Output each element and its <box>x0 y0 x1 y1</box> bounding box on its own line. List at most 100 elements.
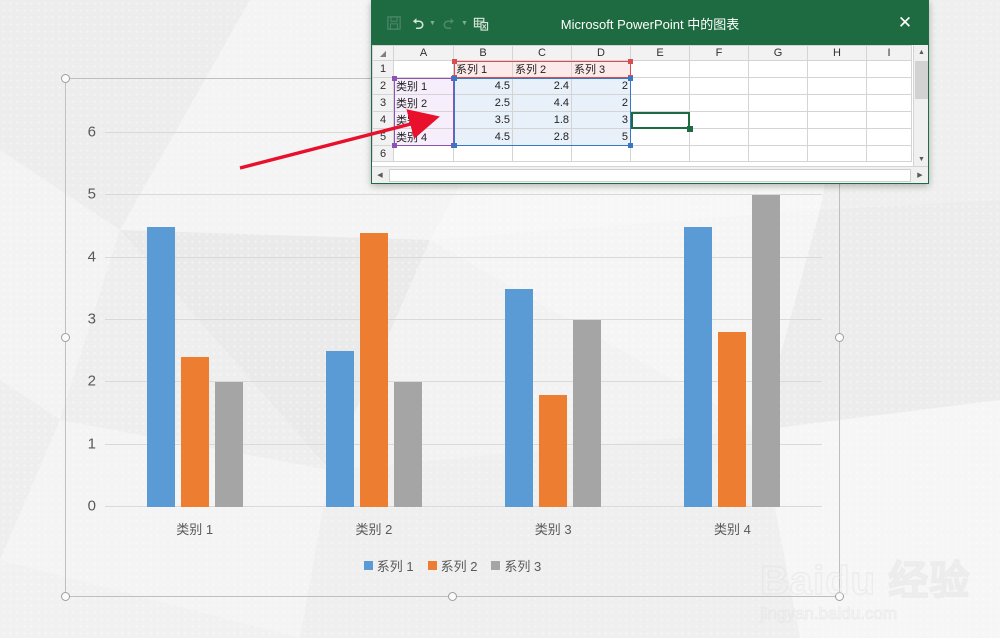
bar[interactable] <box>146 226 175 507</box>
bar[interactable] <box>180 357 209 507</box>
table-cell[interactable] <box>866 111 912 129</box>
table-cell[interactable] <box>807 111 867 129</box>
column-header[interactable]: I <box>866 45 912 61</box>
table-cell[interactable]: 系列 2 <box>512 60 572 78</box>
table-row[interactable]: 4 类别 3 3.5 1.8 3 <box>372 111 912 129</box>
table-row[interactable]: 1 系列 1 系列 2 系列 3 <box>372 60 912 78</box>
column-header[interactable]: B <box>453 45 513 61</box>
table-cell[interactable]: 类别 3 <box>393 111 454 129</box>
table-row[interactable]: 2 类别 1 4.5 2.4 2 <box>372 77 912 95</box>
table-cell[interactable] <box>689 94 749 112</box>
table-cell[interactable]: 3.5 <box>453 111 513 129</box>
table-cell[interactable] <box>689 77 749 95</box>
redo-dropdown-caret-icon[interactable]: ▼ <box>460 19 468 27</box>
table-cell[interactable] <box>689 111 749 129</box>
scroll-up-icon[interactable]: ▲ <box>914 45 928 60</box>
select-all-corner[interactable]: ◢ <box>372 45 394 61</box>
row-header[interactable]: 5 <box>372 128 394 146</box>
table-cell[interactable] <box>630 111 690 129</box>
horizontal-scroll-thumb[interactable] <box>389 168 911 182</box>
bar[interactable] <box>505 288 534 507</box>
bar[interactable] <box>539 394 568 507</box>
table-cell[interactable] <box>512 145 572 162</box>
table-cell[interactable]: 类别 4 <box>393 128 454 146</box>
legend-item[interactable]: 系列 2 <box>427 556 477 575</box>
legend-item[interactable]: 系列 3 <box>491 556 541 575</box>
table-cell[interactable] <box>630 128 690 146</box>
undo-dropdown-caret-icon[interactable]: ▼ <box>429 19 436 27</box>
table-cell[interactable]: 2 <box>571 94 631 112</box>
table-cell[interactable] <box>807 77 867 95</box>
row-header[interactable]: 1 <box>372 60 394 78</box>
close-icon[interactable]: ✕ <box>897 13 913 32</box>
bar[interactable] <box>325 351 354 507</box>
table-cell[interactable] <box>807 128 867 146</box>
bar[interactable] <box>214 382 243 507</box>
table-cell[interactable] <box>689 145 749 162</box>
table-cell[interactable]: 类别 2 <box>393 94 454 112</box>
table-cell[interactable]: 2.4 <box>512 77 572 95</box>
table-cell[interactable]: 4.4 <box>512 94 572 112</box>
resize-handle-top-left[interactable] <box>61 74 70 83</box>
column-header[interactable]: D <box>571 45 631 61</box>
column-header[interactable]: C <box>512 45 572 61</box>
fill-handle[interactable] <box>686 125 693 132</box>
spreadsheet-table[interactable]: ◢ A B C D E F G H I 1 系列 1 系列 2 系列 3 2 类别 1 4.5 2.4 2 3 类别 2… <box>372 45 912 162</box>
column-header[interactable]: E <box>630 45 690 61</box>
table-cell[interactable]: 4.5 <box>453 128 513 146</box>
resize-handle-bottom-left[interactable] <box>61 592 70 601</box>
vertical-scroll-thumb[interactable] <box>915 61 928 99</box>
table-cell[interactable]: 4.5 <box>453 77 513 95</box>
table-cell[interactable] <box>807 94 867 112</box>
bar[interactable] <box>752 195 781 507</box>
table-row[interactable]: 3 类别 2 2.5 4.4 2 <box>372 94 912 112</box>
chart-legend[interactable]: 系列 1 系列 2 系列 3 <box>65 556 840 575</box>
table-cell[interactable]: 类别 1 <box>393 77 454 95</box>
save-icon[interactable] <box>383 13 404 34</box>
resize-handle-bottom-center[interactable] <box>447 592 457 601</box>
table-cell[interactable]: 2 <box>571 77 631 95</box>
bar-chart[interactable]: 0 1 2 3 4 5 6 类别 1 类别 2 类别 3 类别 4 系列 1 系列 2 系列 3 <box>65 78 840 597</box>
excel-grid[interactable]: ◢ A B C D E F G H I 1 系列 1 系列 2 系列 3 2 类别 1 4.5 2.4 2 3 类别 2… <box>372 45 928 167</box>
legend-item[interactable]: 系列 1 <box>363 556 414 575</box>
redo-icon[interactable] <box>439 13 460 34</box>
edit-data-icon[interactable] <box>471 13 492 34</box>
bar[interactable] <box>359 232 388 507</box>
row-header[interactable]: 6 <box>372 145 394 162</box>
table-cell[interactable] <box>630 77 690 95</box>
row-header[interactable]: 3 <box>372 94 394 112</box>
table-cell[interactable] <box>748 111 808 129</box>
table-cell[interactable] <box>807 60 867 78</box>
quick-access-toolbar[interactable]: ▼ ▼ <box>372 13 492 34</box>
table-cell[interactable]: 2.8 <box>512 128 572 146</box>
scroll-down-icon[interactable]: ▼ <box>914 152 928 167</box>
table-cell[interactable] <box>748 60 808 78</box>
table-cell[interactable]: 3 <box>571 111 631 129</box>
table-cell[interactable] <box>866 128 912 146</box>
bar[interactable] <box>718 332 747 507</box>
row-header[interactable]: 2 <box>372 77 394 95</box>
table-cell[interactable]: 系列 3 <box>571 60 631 78</box>
row-header[interactable]: 4 <box>372 111 394 129</box>
table-cell[interactable] <box>393 145 454 162</box>
column-header[interactable]: F <box>689 45 749 61</box>
scroll-right-icon[interactable]: ▶ <box>917 172 923 179</box>
table-cell[interactable]: 5 <box>571 128 631 146</box>
table-cell[interactable] <box>571 145 631 162</box>
table-cell[interactable] <box>748 94 808 112</box>
resize-handle-middle-left[interactable] <box>61 332 70 342</box>
table-row[interactable]: 5 类别 4 4.5 2.8 5 <box>372 128 912 146</box>
scroll-left-icon[interactable]: ◀ <box>377 172 383 179</box>
table-cell[interactable]: 1.8 <box>512 111 572 129</box>
table-cell[interactable] <box>689 128 749 146</box>
table-cell[interactable] <box>453 145 513 162</box>
table-cell[interactable] <box>748 145 808 162</box>
table-cell[interactable] <box>866 145 912 162</box>
table-row[interactable]: 6 <box>372 145 912 162</box>
table-cell[interactable] <box>689 60 749 78</box>
vertical-scrollbar[interactable]: ▲ ▼ <box>913 45 928 167</box>
table-cell[interactable] <box>630 94 690 112</box>
horizontal-scrollbar[interactable]: ◀ ▶ <box>372 166 928 183</box>
table-cell[interactable] <box>748 77 808 95</box>
table-cell[interactable] <box>866 60 912 78</box>
